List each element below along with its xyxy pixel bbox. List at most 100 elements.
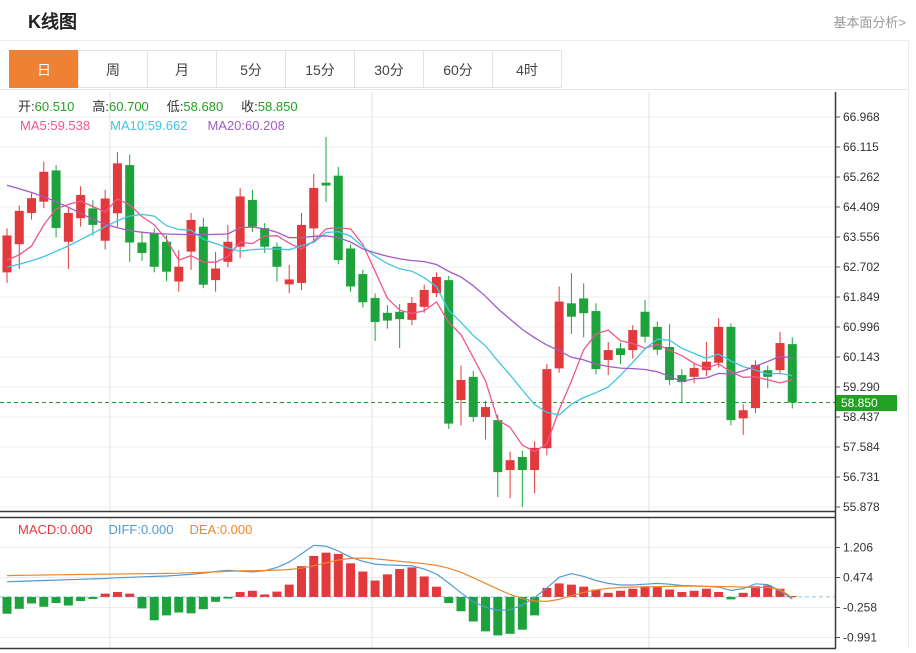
candle — [530, 447, 540, 471]
candle — [468, 376, 478, 417]
macd-bar — [346, 563, 356, 597]
macd-bar — [14, 596, 24, 609]
candle — [787, 344, 797, 403]
macd-bar — [444, 596, 454, 604]
macd-bar — [333, 553, 343, 597]
macd-bar — [51, 596, 61, 604]
axis-label: 63.556 — [843, 230, 880, 244]
chart-area[interactable]: 66.968 66.115 65.262 64.409 63.556 62.702 61.8… — [0, 92, 916, 653]
info-item: MACD:0.000 — [18, 522, 93, 537]
candle — [260, 228, 270, 247]
macd-bar — [125, 593, 135, 597]
candle — [407, 302, 417, 320]
macd-bar — [370, 580, 380, 597]
macd-bar — [284, 584, 294, 597]
info-item: 高:60.700 — [92, 99, 149, 114]
macd-bar — [787, 596, 797, 598]
candle — [112, 163, 122, 214]
page-title: K线图 — [28, 12, 77, 32]
macd-bar — [566, 584, 576, 597]
tab-60分[interactable]: 60分 — [423, 50, 493, 88]
axis-label: 60.996 — [843, 320, 880, 334]
macd-bar — [665, 589, 675, 597]
candle — [296, 224, 306, 283]
tab-日[interactable]: 日 — [9, 50, 79, 88]
ma-line-ma5 — [6, 198, 793, 453]
candle — [395, 311, 405, 320]
candle — [51, 170, 61, 229]
macd-bar — [628, 588, 638, 597]
macd-bar — [186, 596, 196, 614]
candle — [370, 298, 380, 322]
candle — [677, 375, 687, 383]
axis-label: -0.258 — [843, 601, 877, 615]
candle — [701, 361, 711, 371]
macd-bar — [100, 593, 110, 597]
macd-bar — [775, 588, 785, 597]
axis-label: 57.584 — [843, 440, 880, 454]
macd-bar — [149, 596, 159, 621]
macd-bar — [407, 567, 417, 597]
widget-right-border — [908, 40, 909, 649]
candle — [419, 289, 429, 307]
candle — [517, 457, 527, 471]
macd-bar — [591, 589, 601, 597]
macd-bar — [640, 586, 650, 597]
macd-bar — [505, 596, 515, 634]
tab-周[interactable]: 周 — [78, 50, 148, 88]
macd-bar — [112, 592, 122, 597]
candle — [137, 242, 147, 254]
axis-label: 1.206 — [843, 541, 873, 555]
kline-chart-canvas[interactable]: 66.968 66.115 65.262 64.409 63.556 62.702 61.8… — [0, 92, 916, 653]
tab-15分[interactable]: 15分 — [285, 50, 355, 88]
tab-4时[interactable]: 4时 — [492, 50, 562, 88]
candle — [100, 198, 110, 241]
macd-bar — [616, 590, 625, 597]
axis-label: 56.731 — [843, 470, 880, 484]
macd-bar — [517, 596, 527, 630]
candle — [2, 235, 12, 273]
info-item: 收:58.850 — [241, 99, 298, 114]
ma-line-ma10 — [6, 213, 793, 416]
tab-月[interactable]: 月 — [147, 50, 217, 88]
info-item: 低:58.680 — [166, 99, 224, 114]
candle — [198, 226, 208, 285]
macd-bar — [530, 596, 540, 616]
macd-bar — [27, 596, 37, 604]
ma-line-ma20 — [6, 184, 793, 383]
axis-label: -0.991 — [843, 631, 877, 645]
candle — [714, 326, 724, 363]
macd-bar — [39, 596, 49, 607]
candle — [162, 241, 172, 272]
candle — [542, 369, 552, 449]
axis-label: 65.262 — [843, 170, 880, 184]
tab-30分[interactable]: 30分 — [354, 50, 424, 88]
tab-5分[interactable]: 5分 — [216, 50, 286, 88]
macd-bar — [652, 587, 662, 597]
candle — [272, 246, 282, 267]
candle — [628, 330, 638, 351]
macd-bar — [174, 596, 184, 613]
macd-bar — [677, 592, 687, 597]
candle — [493, 420, 503, 473]
axis-label: 60.143 — [843, 350, 880, 364]
macd-bar — [309, 555, 319, 597]
macd-bar — [247, 590, 257, 597]
candle — [223, 241, 233, 262]
macd-bar — [493, 596, 503, 636]
header-divider — [0, 40, 908, 41]
axis-label: 62.702 — [843, 260, 880, 274]
macd-bar — [554, 583, 564, 597]
candle — [738, 410, 748, 419]
ohlc-readout: 开:60.510 高:60.700 低:58.680 收:58.850 — [18, 96, 298, 115]
dea-line — [6, 557, 793, 603]
candle — [652, 326, 662, 350]
macd-bar — [750, 586, 760, 597]
axis-label: 64.409 — [843, 200, 880, 214]
candle — [505, 460, 515, 471]
candle — [149, 232, 159, 267]
fundamental-analysis-link[interactable]: 基本面分析> — [833, 15, 906, 30]
axis-label: 55.878 — [843, 500, 880, 514]
candle — [88, 208, 98, 225]
macd-bar — [211, 596, 221, 602]
